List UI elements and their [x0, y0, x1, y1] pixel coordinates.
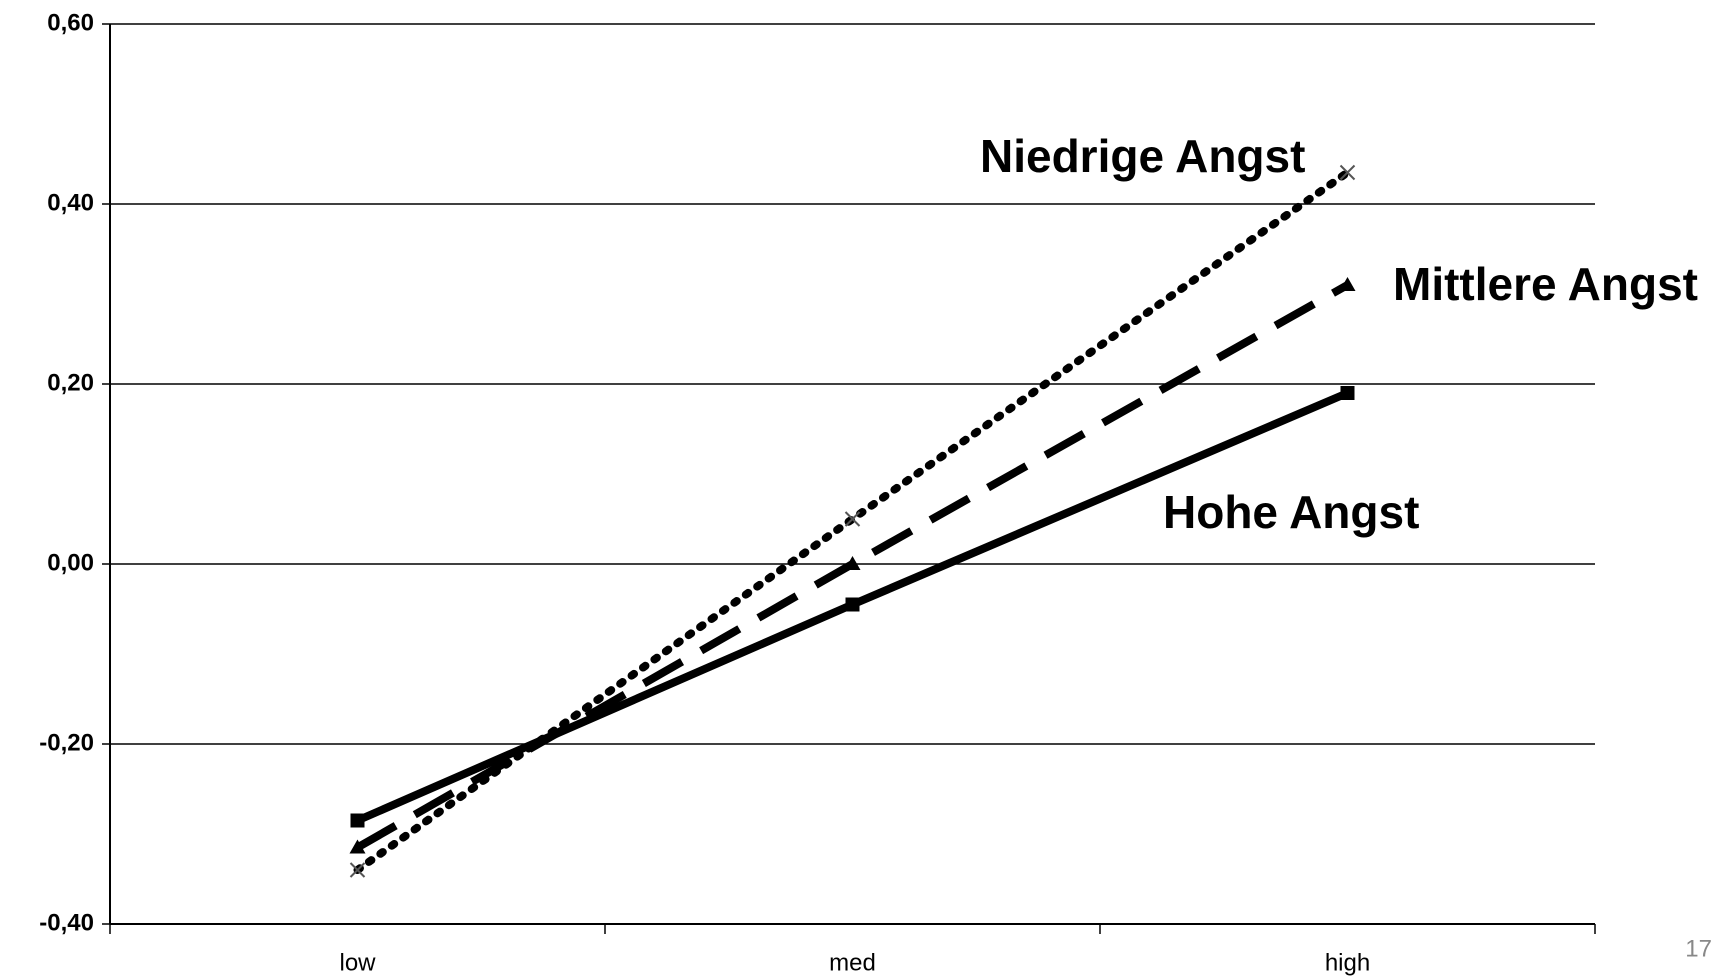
- x-tick-label: low: [339, 949, 376, 976]
- y-tick-label: 0,40: [47, 189, 94, 216]
- y-tick-label: 0,20: [47, 369, 94, 396]
- marker: [1339, 164, 1356, 181]
- marker: [349, 839, 366, 854]
- marker: [845, 597, 860, 612]
- marker: [844, 511, 861, 527]
- series-label: Niedrige Angst: [980, 130, 1305, 182]
- y-tick-label: -0,40: [39, 909, 94, 936]
- marker: [844, 556, 861, 570]
- x-tick-label: high: [1325, 949, 1370, 976]
- series-label: Hohe Angst: [1163, 486, 1419, 538]
- y-tick-label: 0,00: [47, 549, 94, 576]
- series-label: Mittlere Angst: [1393, 258, 1698, 310]
- marker: [1340, 386, 1355, 400]
- marker: [1339, 277, 1356, 291]
- marker: [350, 813, 365, 828]
- x-tick-label: med: [829, 949, 876, 976]
- marker: [349, 862, 366, 878]
- y-tick-label: -0,20: [39, 729, 94, 756]
- y-tick-label: 0,60: [47, 9, 94, 36]
- page-number: 17: [1685, 935, 1712, 962]
